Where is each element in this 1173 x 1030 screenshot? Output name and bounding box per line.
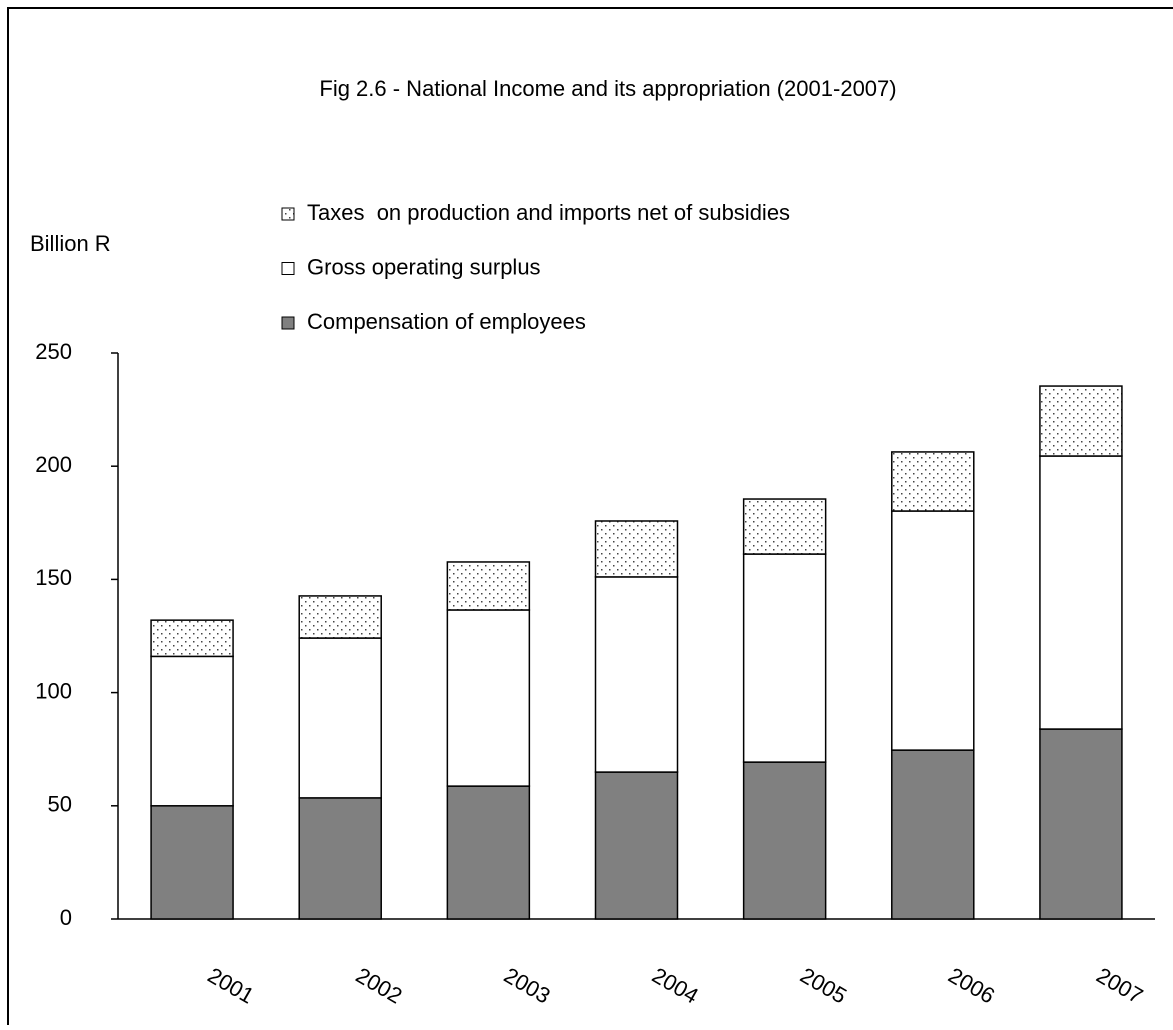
bar-segment	[298, 595, 382, 639]
bar-segment	[594, 576, 679, 773]
bar-segment	[1039, 455, 1123, 730]
legend-label: Compensation of employees	[307, 309, 586, 334]
x-tick-label: 2003	[500, 962, 555, 1008]
chart-frame	[7, 7, 1173, 1030]
legend-swatch	[281, 316, 295, 330]
x-tick-label: 2001	[203, 962, 258, 1008]
legend-swatch	[281, 207, 295, 221]
x-tick-label: 2005	[796, 962, 851, 1008]
y-tick-label: 50	[48, 792, 72, 817]
bar-segment	[446, 561, 531, 611]
y-tick-label: 0	[60, 905, 72, 930]
chart-title: Fig 2.6 - National Income and its approp…	[319, 76, 896, 101]
bar-segment	[1039, 728, 1123, 920]
bar-segment	[150, 805, 234, 920]
bar-segment	[742, 553, 827, 763]
x-tick-label: 2007	[1092, 962, 1147, 1008]
legend-swatch	[281, 262, 295, 275]
bar-segment	[742, 761, 827, 920]
bar-segment	[446, 785, 531, 920]
bar-segment	[298, 797, 382, 920]
y-axis-label: Billion R	[30, 231, 111, 256]
bar-segment	[891, 749, 975, 920]
legend-label: Taxes on production and imports net of s…	[307, 200, 790, 225]
bar-segment	[446, 609, 531, 787]
bar-segment	[594, 771, 679, 920]
bar-segment	[298, 637, 382, 799]
y-tick-label: 200	[35, 452, 72, 477]
bar-segment	[1039, 385, 1123, 457]
bar-segment	[594, 520, 679, 578]
x-tick-label: 2006	[944, 962, 999, 1008]
legend-label: Gross operating surplus	[307, 254, 541, 279]
bar-segment	[150, 655, 234, 807]
bar-segment	[742, 498, 827, 555]
bar-segment	[150, 619, 234, 658]
bar-segment	[891, 451, 975, 512]
bar-segment	[891, 510, 975, 751]
x-tick-label: 2002	[352, 962, 407, 1008]
y-tick-label: 250	[35, 339, 72, 364]
y-tick-label: 100	[35, 678, 72, 703]
y-tick-label: 150	[35, 565, 72, 590]
x-tick-label: 2004	[648, 962, 703, 1008]
